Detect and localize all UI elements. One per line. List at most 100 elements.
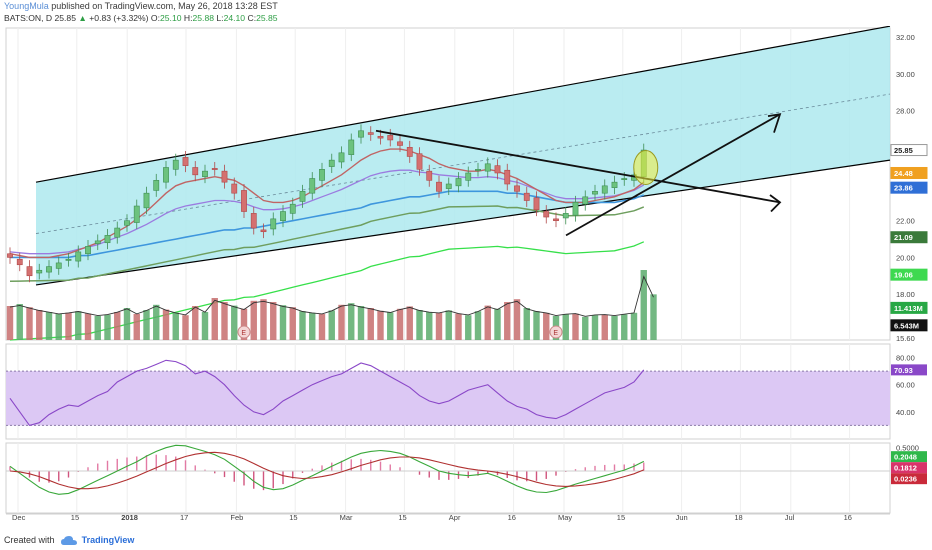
candle-body	[250, 213, 257, 229]
candle-body	[445, 183, 452, 189]
candle-body	[455, 178, 462, 187]
macd-panel	[5, 442, 891, 514]
candle-body	[172, 159, 179, 170]
earnings-marker-label: E	[553, 330, 558, 337]
x-axis-label: 18	[734, 513, 742, 522]
volume-bar	[630, 312, 638, 340]
candle-body	[280, 211, 286, 222]
price-axis-label: 32.00	[896, 33, 915, 42]
candle-body	[484, 163, 491, 172]
candle-body	[416, 153, 423, 170]
candle-body	[260, 229, 267, 233]
price-axis-label: 22.00	[896, 217, 915, 226]
volume-bar	[465, 315, 472, 340]
rsi-line	[9, 359, 645, 427]
candle-body	[94, 240, 101, 244]
ascending-trendline	[565, 113, 781, 237]
channel-fill	[36, 26, 890, 285]
candle-body	[504, 169, 511, 185]
candle-body	[377, 135, 384, 139]
volume-bar	[162, 309, 170, 340]
candle-body	[114, 227, 121, 238]
volume-bar	[572, 313, 579, 340]
volume-bar	[445, 310, 452, 340]
descending-trendline	[375, 129, 781, 204]
highlight-ellipse	[633, 149, 659, 185]
volume-bar	[357, 306, 365, 340]
volume-bar	[387, 312, 394, 340]
candle-body	[75, 251, 82, 262]
volume-bar	[65, 312, 72, 340]
volume-bar	[348, 303, 355, 340]
volume-bar	[270, 302, 277, 340]
volume-bar	[26, 307, 33, 340]
rsi-axis-label: 40.00	[896, 408, 915, 417]
candle-body	[543, 211, 550, 218]
candle-body	[338, 152, 345, 163]
volume-bar	[172, 312, 179, 340]
tradingview-brand[interactable]: TradingView	[81, 535, 135, 545]
created-with-text: Created with	[4, 535, 55, 545]
signal-line	[9, 451, 645, 490]
volume-bar	[494, 308, 501, 340]
candle-body	[319, 169, 325, 181]
volume-bar	[611, 316, 618, 340]
x-axis-label: Feb	[230, 513, 243, 522]
published-text: published on TradingView.com, May 26, 20…	[51, 1, 278, 11]
volume-bar	[309, 312, 316, 340]
candle-body	[202, 170, 208, 177]
volume-bar	[543, 312, 550, 340]
price-axis-tag-label: 23.86	[894, 184, 913, 193]
candle-body	[611, 181, 618, 188]
candle-body	[163, 167, 169, 183]
high-label: H:	[183, 13, 193, 23]
candle-body	[426, 170, 433, 181]
candle-body	[348, 139, 355, 155]
price-chart[interactable]: 15.6018.0020.0022.0026.0028.0030.0032.00…	[0, 26, 932, 533]
ma-200-line	[9, 205, 645, 283]
footer: Created with TradingView	[4, 533, 134, 547]
price-axis-label: 15.60	[896, 334, 915, 343]
ema-slow-line	[10, 190, 645, 259]
volume-bar	[377, 310, 384, 340]
candle-body	[562, 213, 569, 219]
candle-body	[309, 178, 316, 194]
x-axis-label: 15	[617, 513, 625, 522]
change-arrow-icon: ▲	[78, 13, 87, 23]
candle-body	[133, 205, 140, 223]
candle-body	[475, 169, 481, 171]
volume-bar	[45, 312, 53, 340]
volume-bar	[650, 294, 657, 340]
candle-body	[26, 266, 33, 277]
candle-body	[514, 185, 520, 192]
high-value: 25.88	[192, 13, 215, 23]
author-name[interactable]: YoungMula	[4, 1, 49, 11]
candle-body	[358, 130, 364, 138]
x-axis-label: 15	[289, 513, 297, 522]
arrow-head-icon	[767, 113, 782, 133]
candle-body	[397, 141, 403, 146]
price-axis-tag	[890, 231, 928, 244]
volume-bar	[504, 302, 511, 340]
candle-body	[572, 202, 579, 216]
volume-bar	[562, 314, 569, 340]
price-axis-tag	[890, 166, 928, 179]
volume-bar	[455, 313, 462, 340]
volume-bar	[279, 305, 287, 340]
candle-body	[104, 235, 111, 244]
price-axis-tag	[890, 268, 928, 281]
volume-bar	[94, 316, 101, 340]
volume-bar	[123, 308, 131, 340]
volume-bar	[84, 313, 92, 340]
candle-body	[494, 165, 501, 174]
price-axis-tag-label: 11.413M	[894, 304, 923, 313]
symbol-label[interactable]: BATS:ON, D	[4, 13, 53, 23]
rsi-value-label: 70.93	[894, 366, 913, 375]
change-value: +0.83 (+3.32%)	[89, 13, 149, 23]
x-axis-label: 2018	[121, 513, 138, 522]
candle-body	[55, 262, 62, 269]
macd-axis-label: 0.5000	[896, 444, 919, 453]
volume-bar	[591, 315, 599, 340]
rsi-band	[6, 371, 890, 426]
candle-body	[241, 190, 247, 212]
